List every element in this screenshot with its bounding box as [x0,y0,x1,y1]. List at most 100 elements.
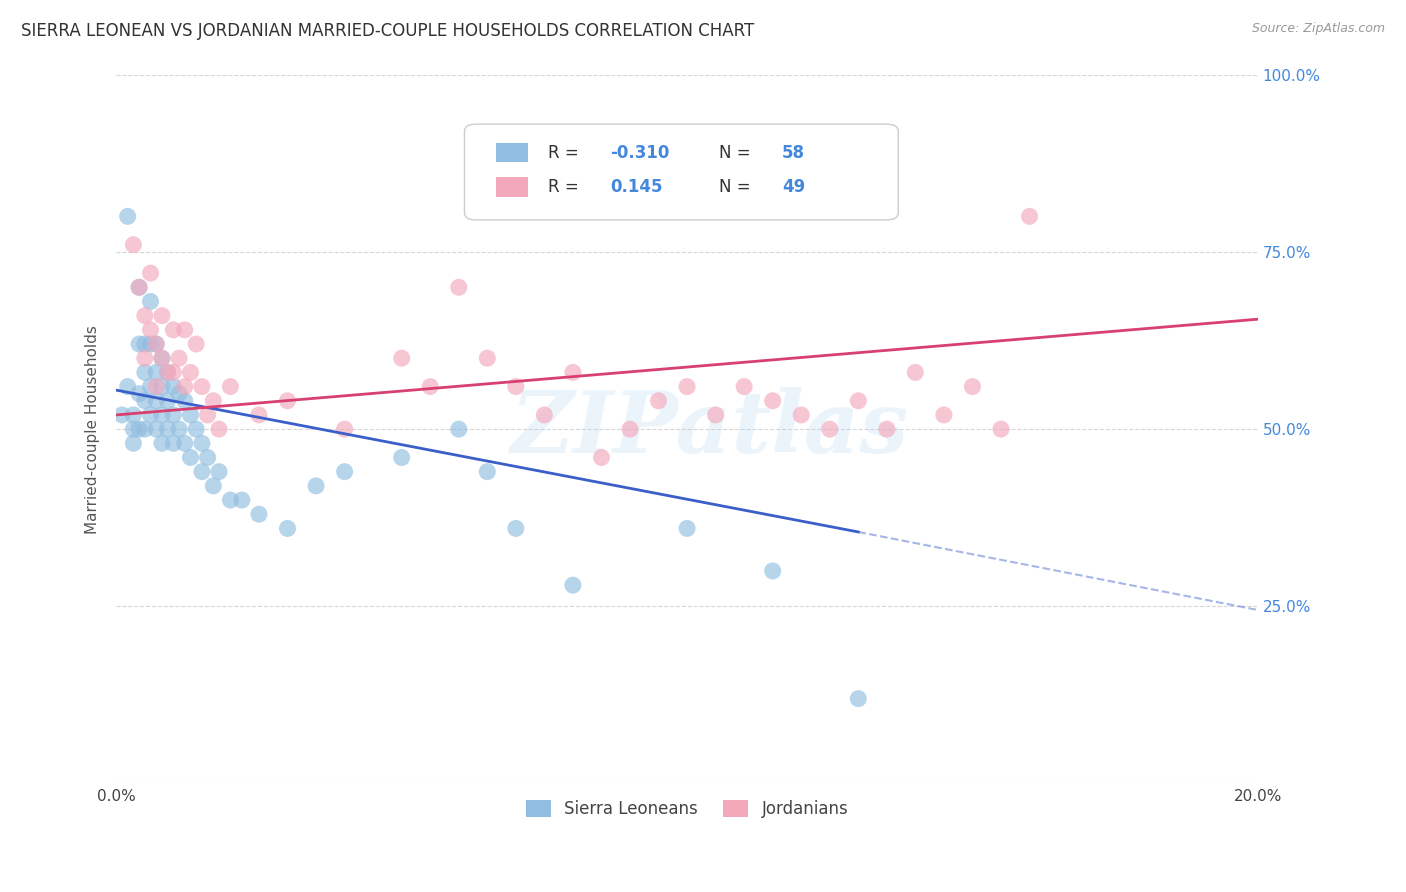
Point [150,351,173,366]
Point [733,379,755,393]
Point [128,422,150,436]
Point [145,422,167,436]
Point [333,422,356,436]
Point [1018,210,1040,224]
FancyBboxPatch shape [496,177,529,196]
Point [202,393,225,408]
Point [122,436,145,450]
Point [276,521,298,535]
Point [447,422,470,436]
Point [846,393,869,408]
Point [179,408,201,422]
Point [186,337,208,351]
Point [561,578,583,592]
Point [173,379,195,393]
Point [128,337,150,351]
Point [533,408,555,422]
Point [219,493,242,508]
Point [391,450,413,465]
Text: 58: 58 [782,144,804,161]
Point [247,507,270,521]
Point [179,450,201,465]
Point [197,408,219,422]
Point [139,323,162,337]
Point [447,280,470,294]
Point [932,408,955,422]
Point [505,379,527,393]
Point [128,386,150,401]
Point [122,408,145,422]
Point [139,266,162,280]
Text: ZIPatlas: ZIPatlas [510,387,908,471]
Point [117,379,139,393]
Text: R =: R = [548,178,583,195]
Point [876,422,898,436]
Text: -0.310: -0.310 [610,144,669,161]
Point [139,337,162,351]
Point [846,691,869,706]
Point [156,393,179,408]
Point [197,450,219,465]
Point [647,393,669,408]
Point [619,422,641,436]
Text: N =: N = [718,178,756,195]
Point [162,408,184,422]
Point [208,465,231,479]
Text: 49: 49 [782,178,806,195]
Point [145,379,167,393]
Point [156,422,179,436]
Point [167,386,190,401]
Point [122,237,145,252]
Point [167,351,190,366]
Point [150,351,173,366]
Point [134,365,156,379]
Point [162,365,184,379]
Point [505,521,527,535]
Point [962,379,984,393]
Point [150,436,173,450]
Point [167,422,190,436]
Point [139,379,162,393]
Point [128,280,150,294]
Point [904,365,927,379]
Point [145,337,167,351]
FancyBboxPatch shape [464,124,898,220]
FancyBboxPatch shape [496,143,529,162]
Point [162,323,184,337]
Text: SIERRA LEONEAN VS JORDANIAN MARRIED-COUPLE HOUSEHOLDS CORRELATION CHART: SIERRA LEONEAN VS JORDANIAN MARRIED-COUP… [21,22,755,40]
Point [191,465,214,479]
Point [419,379,441,393]
Point [134,309,156,323]
Point [276,393,298,408]
Point [208,422,231,436]
Point [186,422,208,436]
Point [333,465,356,479]
Point [145,365,167,379]
Point [134,422,156,436]
Point [191,379,214,393]
Text: R =: R = [548,144,583,161]
Point [173,393,195,408]
Point [134,337,156,351]
Point [818,422,841,436]
Point [139,408,162,422]
Point [150,408,173,422]
Point [990,422,1012,436]
Text: N =: N = [718,144,756,161]
Point [202,479,225,493]
Point [231,493,253,508]
Point [139,294,162,309]
Point [219,379,242,393]
Point [762,564,785,578]
Point [676,521,699,535]
Point [122,422,145,436]
Point [150,309,173,323]
Point [762,393,785,408]
Point [173,323,195,337]
Point [305,479,328,493]
Legend: Sierra Leoneans, Jordanians: Sierra Leoneans, Jordanians [519,794,855,825]
Point [561,365,583,379]
Point [117,210,139,224]
Point [247,408,270,422]
Point [790,408,813,422]
